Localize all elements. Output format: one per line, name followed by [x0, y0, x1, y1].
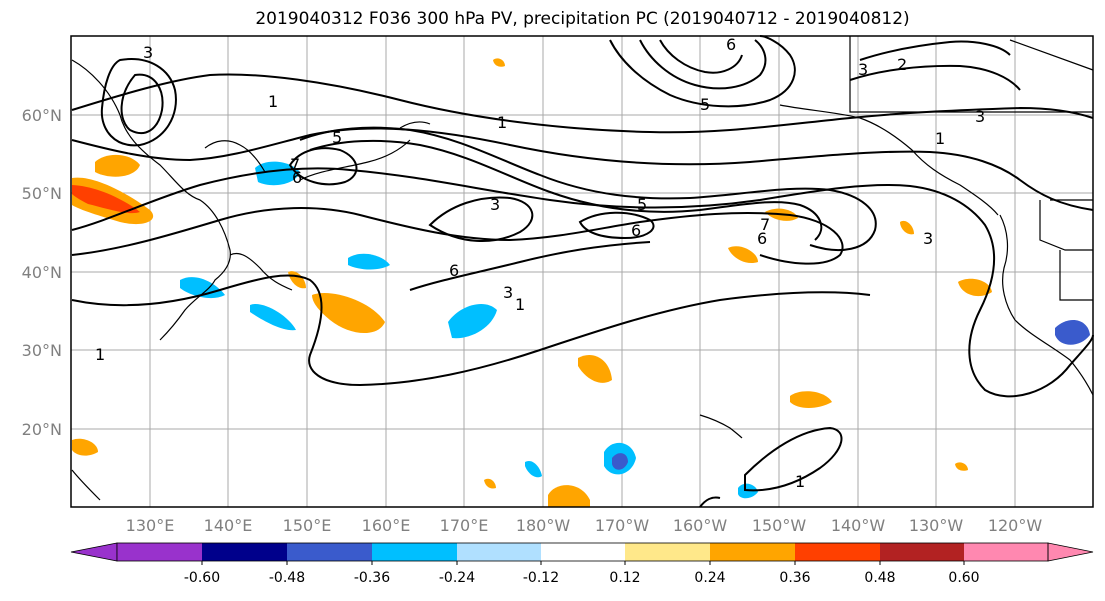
- positive-anomaly-california: [958, 278, 992, 297]
- colorbar-tick-label: 0.60: [948, 570, 979, 586]
- colorbar-frame: [116, 542, 1049, 562]
- lat-label: 60°N: [22, 106, 62, 125]
- contour-label: 6: [449, 261, 459, 280]
- positive-anomaly-west-pacific: [312, 293, 385, 334]
- contour-label: 6: [757, 229, 767, 248]
- contour-label: 6: [631, 221, 641, 240]
- colorbar-tick-label: 0.12: [609, 570, 640, 586]
- contour-label: 1: [935, 129, 945, 148]
- precip-shading: [72, 58, 1090, 507]
- positive-anomaly-small-2: [955, 462, 968, 471]
- colorbar-tick-label: -0.24: [439, 570, 475, 586]
- lon-label: 130°W: [909, 516, 964, 535]
- negative-anomaly-south-3: [525, 460, 542, 478]
- positive-anomaly-aleutian-2: [728, 246, 758, 264]
- contour-label: 3: [490, 195, 500, 214]
- lon-label: 130°E: [126, 516, 175, 535]
- lat-label: 20°N: [22, 420, 62, 439]
- negative-anomaly-dateline: [448, 303, 497, 339]
- lon-label: 140°E: [204, 516, 253, 535]
- lat-label: 50°N: [22, 184, 62, 203]
- contour-label: 5: [332, 128, 342, 147]
- negative-anomaly-south-japan: [250, 304, 296, 331]
- colorbar-tick-label: 0.24: [694, 570, 725, 586]
- colorbar-segment: [710, 543, 795, 561]
- colorbar-segment: [880, 543, 964, 561]
- lon-label: 180°W: [516, 516, 571, 535]
- positive-anomaly-sw-corner: [72, 438, 98, 456]
- colorbar-segment: [457, 543, 541, 561]
- contour-label: 1: [795, 472, 805, 491]
- positive-anomaly-south-1: [548, 485, 590, 507]
- negative-anomaly-baja: [1055, 319, 1090, 345]
- positive-anomaly-gulf-alaska: [900, 220, 914, 235]
- positive-anomaly-central-pacific: [578, 354, 612, 383]
- colorbar-segment: [625, 543, 710, 561]
- lon-label: 150°W: [752, 516, 807, 535]
- lon-label: 160°E: [362, 516, 411, 535]
- colorbar-tick-label: -0.12: [523, 570, 559, 586]
- strong-positive-asia-west: [72, 185, 140, 214]
- lat-label: 40°N: [22, 263, 62, 282]
- contour-label: 1: [515, 295, 525, 314]
- contour-label: 3: [503, 283, 513, 302]
- contour-label: 2: [897, 55, 907, 74]
- contour-label: 5: [637, 195, 647, 214]
- contour-label: 6: [292, 168, 302, 187]
- negative-anomaly-kamchatka: [255, 161, 300, 186]
- colorbar-segment: [117, 543, 202, 561]
- positive-anomaly-hawaii-ne: [790, 391, 832, 408]
- colorbar-segment: [541, 543, 625, 561]
- lon-label: 170°E: [440, 516, 489, 535]
- colorbar-segment: [964, 543, 1048, 561]
- lon-label: 170°W: [595, 516, 650, 535]
- positive-anomaly-small-3: [493, 58, 505, 67]
- positive-anomaly-sea-of-okhotsk: [95, 154, 140, 177]
- contour-label: 7: [760, 215, 770, 234]
- colorbar-ticks: [201, 561, 965, 565]
- pv-contours: [71, 35, 1094, 508]
- colorbar-segment: [287, 543, 372, 561]
- map-title: 2019040312 F036 300 hPa PV, precipitatio…: [255, 9, 910, 29]
- contour-label: 3: [975, 107, 985, 126]
- colorbar-tick-label: 0.48: [864, 570, 895, 586]
- colorbar-segment: [372, 543, 457, 561]
- colorbar-tick-label: 0.36: [779, 570, 810, 586]
- contour-label: 6: [726, 35, 736, 54]
- negative-anomaly-south-central-core: [612, 453, 628, 470]
- colorbar-extend-max: [1047, 542, 1094, 562]
- contour-label: 3: [923, 229, 933, 248]
- colorbar-tick-label: -0.48: [269, 570, 305, 586]
- colorbar-segment: [202, 543, 287, 561]
- negative-anomaly-north-pacific: [348, 253, 390, 270]
- contour-label-group: 1 1 1 1 1 1 3 3 3 3 3 3 5 5 5 6 6 6 6 6 …: [95, 35, 985, 491]
- latitude-labels: 60°N 50°N 40°N 30°N 20°N: [22, 106, 62, 439]
- lat-label: 30°N: [22, 341, 62, 360]
- lon-label: 150°E: [283, 516, 332, 535]
- longitude-labels: 130°E 140°E 150°E 160°E 170°E 180°W 170°…: [126, 516, 1043, 535]
- contour-label: 1: [268, 92, 278, 111]
- colorbar: -0.60 -0.48 -0.36 -0.24 -0.12 0.12 0.24 …: [70, 542, 1094, 586]
- contour-label: 7: [290, 155, 300, 174]
- contour-label: 3: [143, 43, 153, 62]
- colorbar-tick-label: -0.60: [184, 570, 220, 586]
- colorbar-segment: [795, 543, 880, 561]
- colorbar-tick-label: -0.36: [354, 570, 390, 586]
- contour-label: 5: [700, 95, 710, 114]
- contour-label: 1: [497, 113, 507, 132]
- contour-label: 3: [858, 60, 868, 79]
- colorbar-extend-min: [70, 542, 118, 562]
- coastlines: [71, 36, 1094, 501]
- lon-label: 160°W: [673, 516, 728, 535]
- contour-label: 1: [95, 345, 105, 364]
- lon-label: 140°W: [831, 516, 886, 535]
- positive-anomaly-small-4: [484, 478, 496, 489]
- map-frame: [70, 35, 1094, 508]
- lon-label: 120°W: [988, 516, 1043, 535]
